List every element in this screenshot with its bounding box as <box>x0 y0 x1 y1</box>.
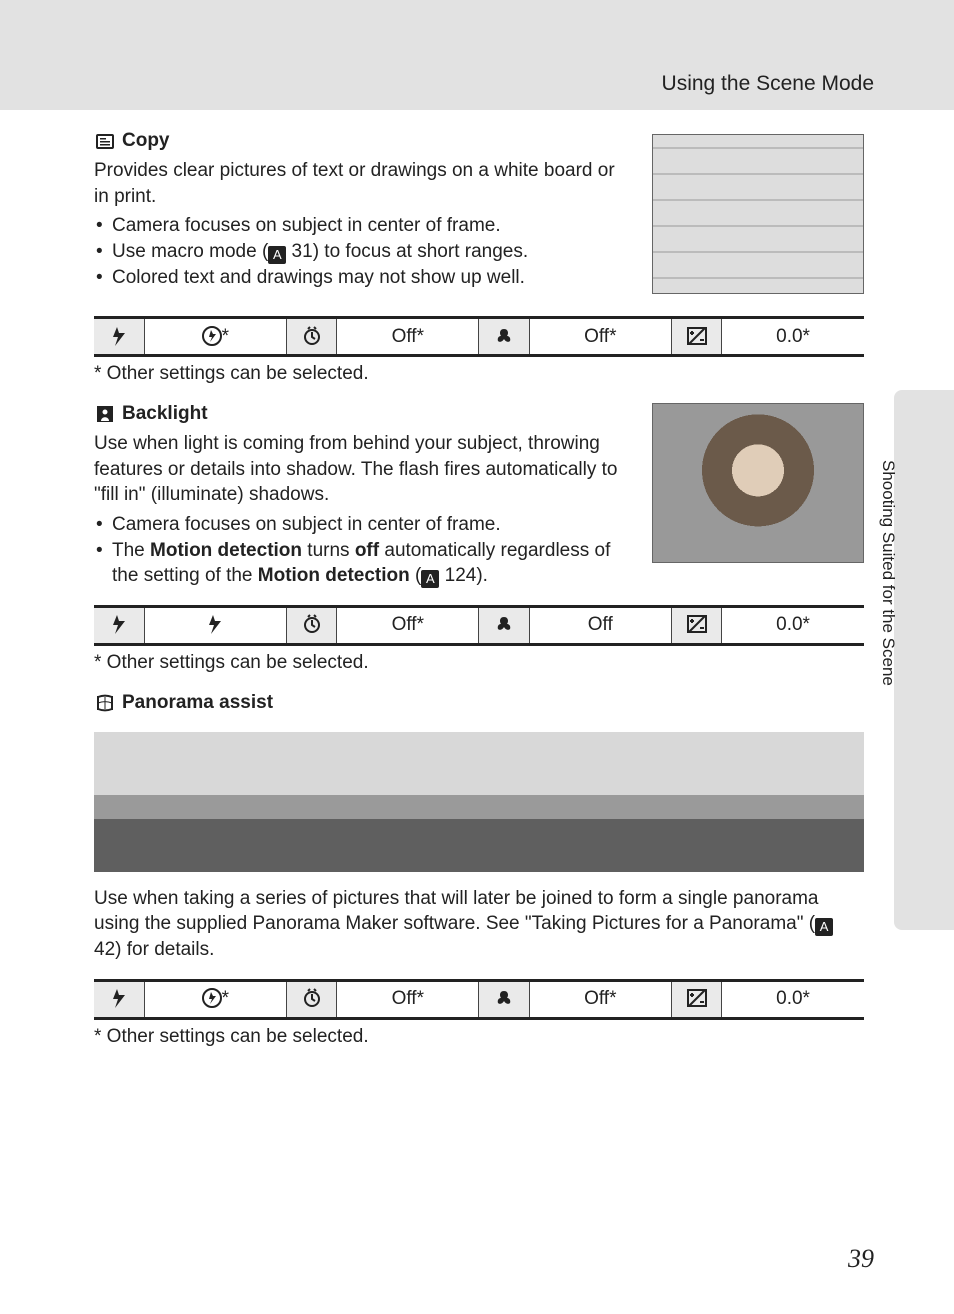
macro-icon-cell <box>479 318 529 356</box>
comp-value: 0.0* <box>722 980 864 1018</box>
comp-value: 0.0* <box>722 606 864 644</box>
backlight-bullet-1: Camera focuses on subject in center of f… <box>94 512 624 538</box>
copy-bullet-1: Camera focuses on subject in center of f… <box>94 213 624 239</box>
panorama-image <box>94 732 864 872</box>
timer-value: Off* <box>337 606 479 644</box>
ref-icon: A <box>815 918 833 936</box>
flash-value: * <box>144 980 286 1018</box>
page-number: 39 <box>848 1244 874 1274</box>
macro-value: Off* <box>529 318 671 356</box>
section-head-panorama: Panorama assist <box>94 692 864 714</box>
ref-icon: A <box>268 246 286 264</box>
macro-icon-cell <box>479 606 529 644</box>
footnote-copy: * Other settings can be selected. <box>94 363 864 385</box>
side-tab <box>894 390 954 930</box>
panorama-desc: Use when taking a series of pictures tha… <box>94 886 864 963</box>
settings-table-copy: * Off* Off* 0.0* <box>94 316 864 357</box>
timer-icon-cell <box>286 606 336 644</box>
settings-table-backlight: Off* Off 0.0* <box>94 605 864 646</box>
copy-title: Copy <box>122 130 170 152</box>
copy-bullet-3: Colored text and drawings may not show u… <box>94 265 624 291</box>
flash-value: * <box>144 318 286 356</box>
copy-bullet-2: Use macro mode (A 31) to focus at short … <box>94 239 624 265</box>
footnote-panorama: * Other settings can be selected. <box>94 1026 864 1048</box>
comp-icon-cell <box>671 318 721 356</box>
macro-value: Off <box>529 606 671 644</box>
backlight-thumbnail <box>652 403 864 563</box>
flash-fill-icon <box>205 614 225 634</box>
macro-value: Off* <box>529 980 671 1018</box>
backlight-title: Backlight <box>122 403 208 425</box>
copy-desc: Provides clear pictures of text or drawi… <box>94 158 624 209</box>
ref-icon: A <box>421 570 439 588</box>
panorama-icon <box>94 693 116 713</box>
copy-icon <box>94 131 116 151</box>
copy-thumbnail <box>652 134 864 294</box>
flash-value <box>144 606 286 644</box>
backlight-bullet-2: The Motion detection turns off automatic… <box>94 538 624 589</box>
flash-icon-cell <box>94 980 144 1018</box>
timer-value: Off* <box>337 318 479 356</box>
flash-auto-icon <box>202 326 222 346</box>
comp-icon-cell <box>671 980 721 1018</box>
backlight-desc: Use when light is coming from behind you… <box>94 431 624 508</box>
macro-icon-cell <box>479 980 529 1018</box>
flash-auto-icon <box>202 988 222 1008</box>
panorama-title: Panorama assist <box>122 692 273 714</box>
settings-table-panorama: * Off* Off* 0.0* <box>94 979 864 1020</box>
timer-value: Off* <box>337 980 479 1018</box>
flash-icon-cell <box>94 318 144 356</box>
comp-value: 0.0* <box>722 318 864 356</box>
page-header: Using the Scene Mode <box>662 72 874 96</box>
footnote-backlight: * Other settings can be selected. <box>94 652 864 674</box>
side-tab-label: Shooting Suited for the Scene <box>878 460 898 686</box>
timer-icon-cell <box>286 318 336 356</box>
backlight-icon <box>94 404 116 424</box>
flash-icon-cell <box>94 606 144 644</box>
timer-icon-cell <box>286 980 336 1018</box>
comp-icon-cell <box>671 606 721 644</box>
